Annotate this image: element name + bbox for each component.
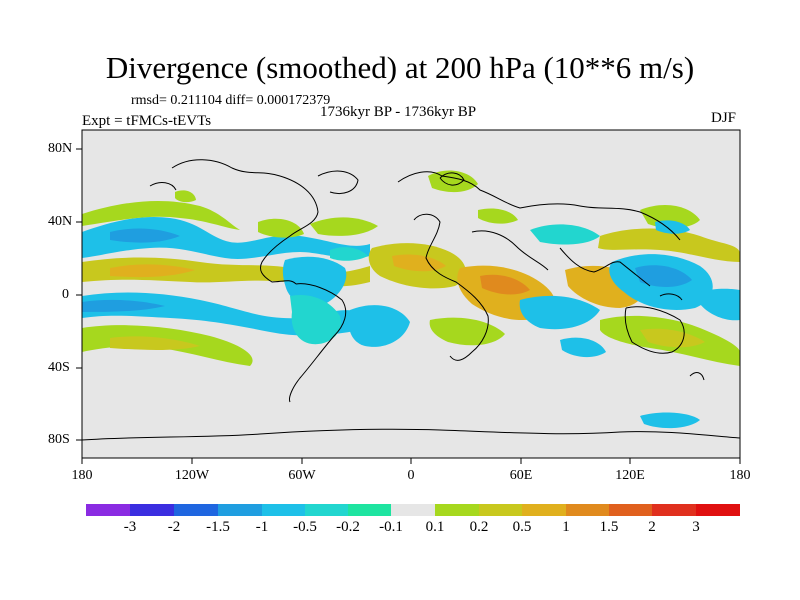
colorbar-label: -1.5: [206, 519, 230, 535]
colorbar-box-10: [522, 504, 566, 516]
stats-text: rmsd= 0.211104 diff= 0.000172379: [131, 93, 331, 108]
colorbar-label: -1: [255, 519, 269, 535]
y-tick-label: 40N: [48, 214, 73, 229]
colorbar-box-0: [86, 504, 130, 516]
colorbar-box-4: [262, 504, 305, 516]
colorbar-label: 2: [648, 519, 656, 535]
axis-ticks: [76, 148, 741, 464]
y-tick-label: 40S: [48, 360, 70, 375]
y-tick-label: 80N: [48, 141, 73, 156]
x-tick-label: 60W: [288, 468, 316, 483]
colorbar-label: 1: [562, 519, 570, 535]
colorbar-box-5: [305, 504, 348, 516]
divergence-field: [82, 170, 740, 429]
colorbar-box-7: [391, 504, 435, 516]
x-tick-label: 180: [729, 468, 751, 483]
colorbar-box-8: [435, 504, 479, 516]
y-tick-label: 0: [62, 287, 69, 302]
colorbar-label: -0.2: [336, 519, 360, 535]
left-subtitle: Expt = tFMCs-tEVTs: [82, 113, 212, 129]
colorbar-box-12: [609, 504, 652, 516]
colorbar-label: 3: [692, 519, 700, 535]
colorbar-label: 0.1: [425, 519, 445, 535]
center-subtitle: 1736kyr BP - 1736kyr BP: [320, 104, 477, 120]
coastlines: [81, 159, 741, 441]
colorbar-box-1: [130, 504, 174, 516]
colorbar: [86, 504, 740, 516]
colorbar-box-9: [479, 504, 522, 516]
colorbar-box-11: [566, 504, 609, 516]
colorbar-box-2: [174, 504, 218, 516]
y-tick-label: 80S: [48, 432, 70, 447]
colorbar-label: 0.2: [469, 519, 489, 535]
colorbar-box-3: [218, 504, 262, 516]
colorbar-label: -3: [123, 519, 137, 535]
colorbar-label: -0.5: [293, 519, 317, 535]
colorbar-label: 0.5: [512, 519, 532, 535]
map-title: Divergence (smoothed) at 200 hPa (10**6 …: [105, 50, 695, 85]
colorbar-label: -2: [167, 519, 181, 535]
season-label: DJF: [711, 110, 737, 126]
colorbar-label: 1.5: [599, 519, 619, 535]
colorbar-box-13: [652, 504, 696, 516]
colorbar-label: -0.1: [379, 519, 403, 535]
colorbar-box-14: [696, 504, 740, 516]
x-tick-label: 120E: [615, 468, 645, 483]
x-tick-label: 180: [71, 468, 93, 483]
x-tick-label: 0: [407, 468, 415, 483]
colorbar-box-6: [348, 504, 391, 516]
x-tick-label: 120W: [174, 468, 210, 483]
x-tick-label: 60E: [509, 468, 533, 483]
